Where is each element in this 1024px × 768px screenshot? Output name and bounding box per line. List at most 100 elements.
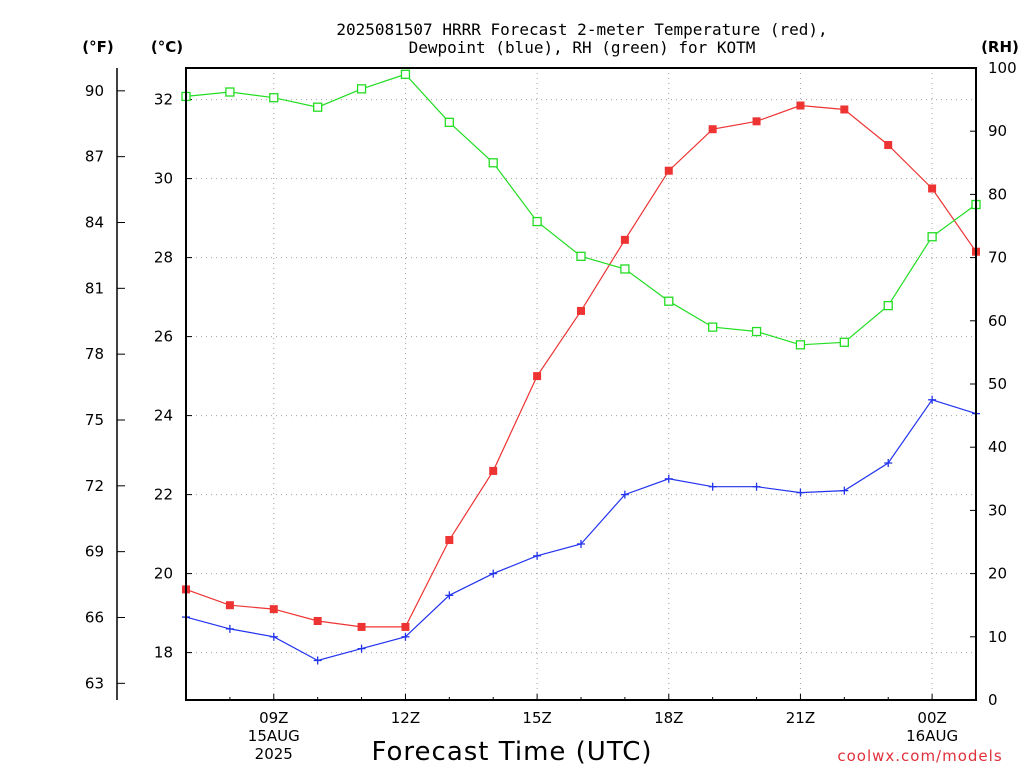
celsius-tick-label: 32 xyxy=(154,91,173,109)
data-point xyxy=(839,337,849,347)
time-tick-label: 12Z xyxy=(391,709,420,727)
data-point xyxy=(401,622,410,631)
fahrenheit-tick-label: 90 xyxy=(85,82,104,100)
time-tick-label: 2025 xyxy=(255,745,293,763)
data-point xyxy=(796,488,805,497)
data-point xyxy=(445,536,454,545)
data-point xyxy=(928,184,937,193)
celsius-tick-label: 26 xyxy=(154,328,173,346)
data-point xyxy=(664,474,673,483)
celsius-tick-label: 20 xyxy=(154,565,173,583)
fahrenheit-tick-label: 75 xyxy=(85,411,104,429)
series-1 xyxy=(182,101,980,631)
data-point xyxy=(489,569,498,578)
time-tick-label: 18Z xyxy=(654,709,683,727)
data-point xyxy=(796,101,805,110)
rh-tick-label: 50 xyxy=(988,375,1007,393)
celsius-tick-label: 22 xyxy=(154,486,173,504)
data-point xyxy=(576,251,586,261)
fahrenheit-tick-label: 81 xyxy=(85,279,104,297)
data-point xyxy=(664,296,674,306)
x-axis-title: Forecast Time (UTC) xyxy=(371,737,652,767)
data-point xyxy=(577,539,585,548)
time-tick-label: 15AUG xyxy=(248,727,300,745)
chart-title-line-2: Dewpoint (blue), RH (green) for KOTM xyxy=(409,38,756,57)
series-line xyxy=(185,73,977,346)
data-point xyxy=(445,591,454,600)
data-point xyxy=(883,300,893,311)
data-point xyxy=(269,605,278,614)
fahrenheit-tick-label: 69 xyxy=(85,543,104,561)
rh-tick-label: 10 xyxy=(988,628,1007,646)
data-point xyxy=(533,372,542,381)
celsius-unit-label: (°C) xyxy=(151,38,183,56)
celsius-tick-label: 30 xyxy=(154,170,173,188)
data-point xyxy=(489,466,498,475)
data-point xyxy=(795,340,806,350)
grid-lines xyxy=(186,68,976,700)
data-point xyxy=(884,459,893,467)
data-point xyxy=(927,232,937,242)
fahrenheit-tick-label: 66 xyxy=(85,608,104,626)
data-point xyxy=(269,632,278,641)
data-point xyxy=(928,395,937,404)
data-point xyxy=(708,322,718,332)
data-point xyxy=(313,102,323,112)
data-point xyxy=(444,117,454,128)
celsius-tick-label: 28 xyxy=(154,249,173,267)
fahrenheit-tick-label: 63 xyxy=(85,674,104,692)
time-tick-label: 16AUG xyxy=(906,727,958,745)
data-point xyxy=(708,482,717,491)
data-point xyxy=(664,166,673,175)
data-point xyxy=(577,306,585,315)
time-tick-label: 09Z xyxy=(259,709,288,727)
plot-frame xyxy=(185,67,977,701)
rh-tick-label: 20 xyxy=(988,565,1007,583)
data-point xyxy=(751,326,762,337)
data-point xyxy=(533,551,542,560)
series-line xyxy=(185,399,977,662)
time-tick-label: 15Z xyxy=(522,709,551,727)
data-point xyxy=(225,624,234,633)
source-credit: coolwx.com/models xyxy=(837,747,1002,765)
chart-title-line-1: 2025081507 HRRR Forecast 2-meter Tempera… xyxy=(336,20,827,39)
data-point xyxy=(620,490,629,499)
data-point xyxy=(620,264,630,274)
data-point xyxy=(752,482,761,491)
series-2 xyxy=(182,395,980,665)
rh-tick-label: 0 xyxy=(988,691,998,709)
data-point xyxy=(488,158,498,168)
data-point xyxy=(225,601,234,610)
data-point xyxy=(620,235,629,244)
celsius-tick-label: 18 xyxy=(154,644,173,662)
fahrenheit-tick-label: 84 xyxy=(85,213,104,231)
data-point xyxy=(752,117,761,126)
data-point xyxy=(401,632,410,641)
data-point xyxy=(884,141,893,150)
data-point xyxy=(357,622,366,631)
data-point xyxy=(400,69,411,79)
data-point xyxy=(313,656,322,665)
data-point xyxy=(532,216,542,227)
rh-tick-label: 100 xyxy=(988,59,1017,77)
rh-tick-label: 70 xyxy=(988,249,1007,267)
fahrenheit-tick-label: 78 xyxy=(85,345,104,363)
fahrenheit-tick-label: 72 xyxy=(85,477,104,495)
axes: 18 20 22 24 26 28 30 32 63 66 69 72 75 78 81 84 87 90 0 10 2… xyxy=(85,59,1017,763)
time-tick-label: 00Z xyxy=(917,709,946,727)
rh-tick-label: 80 xyxy=(988,185,1007,203)
fahrenheit-unit-label: (°F) xyxy=(82,38,113,56)
data-point xyxy=(313,617,322,625)
series-3 xyxy=(181,69,981,350)
series-line xyxy=(185,104,977,628)
rh-tick-label: 30 xyxy=(988,501,1007,519)
rh-unit-label: (RH) xyxy=(981,38,1019,56)
rh-tick-label: 40 xyxy=(988,438,1007,456)
rh-tick-label: 90 xyxy=(988,122,1007,140)
rh-tick-label: 60 xyxy=(988,312,1007,330)
time-tick-label: 21Z xyxy=(786,709,815,727)
data-point xyxy=(356,84,367,94)
celsius-tick-label: 24 xyxy=(154,407,173,425)
data-point xyxy=(708,125,717,134)
